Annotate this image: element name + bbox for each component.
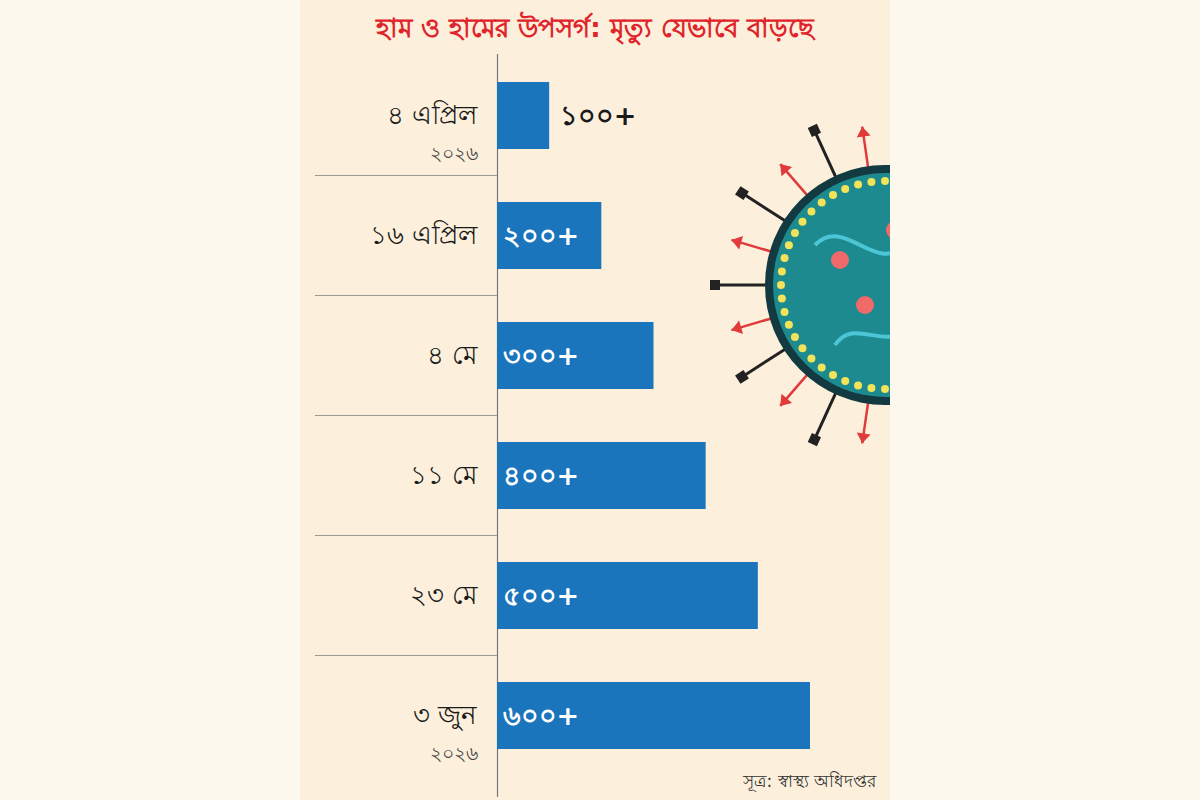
svg-text:২০২৬: ২০২৬ [430,142,478,164]
svg-text:১৬ এপ্রিল: ১৬ এপ্রিল [370,220,478,250]
svg-text:৪ এপ্রিল: ৪ এপ্রিল [387,100,478,130]
html-text:হাম ও হামের উপসর্গ: মৃত্যু যেভ: হাম ও হামের উপসর্গ: মৃত্যু যেভাবে বাড়ছে [376,13,814,43]
svg-text:৩ জুন: ৩ জুন [413,700,477,731]
html-text:সূত্র: স্বাস্থ্য অধিদপ্তর: সূত্র: স্বাস্থ্য অধিদপ্তর [743,771,876,791]
svg-text:১০০+: ১০০+ [560,100,637,131]
svg-text:৩০০+: ৩০০+ [503,340,580,371]
svg-text:২৩ মে: ২৩ মে [410,580,478,610]
svg-text:২০০+: ২০০+ [503,220,580,251]
svg-text:৪ মে: ৪ মে [427,340,478,370]
svg-text:১১ মে: ১১ মে [410,460,478,490]
svg-text:৪০০+: ৪০০+ [503,460,580,491]
svg-text:২০২৬: ২০২৬ [430,742,478,764]
svg-text:৬০০+: ৬০০+ [503,700,580,731]
svg-text:৫০০+: ৫০০+ [503,580,580,611]
